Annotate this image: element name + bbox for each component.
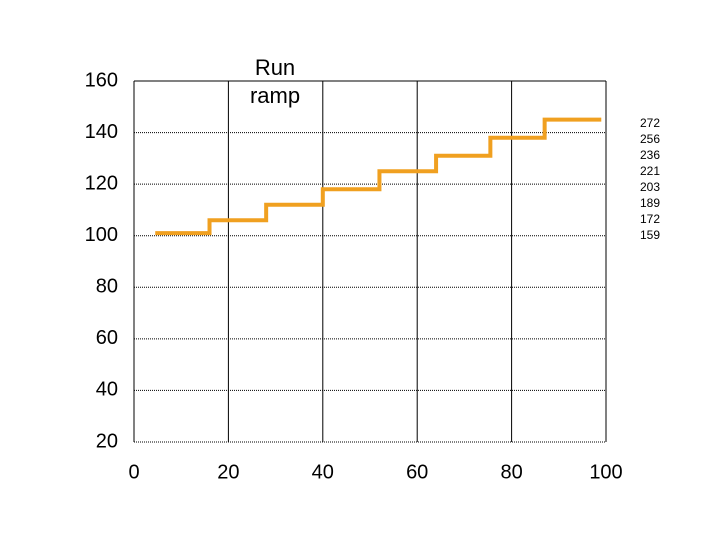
y-tick-label: 20: [96, 430, 118, 452]
annotation: 189: [640, 196, 660, 210]
x-tick-label: 20: [217, 461, 239, 483]
y-tick-label: 140: [85, 121, 118, 143]
x-tick-label: 100: [589, 461, 622, 483]
x-tick-label: 40: [312, 461, 334, 483]
y-tick-label: 80: [96, 276, 118, 298]
annotation: 221: [640, 164, 660, 178]
y-tick-label: 160: [85, 69, 118, 91]
step-line: [155, 117, 602, 236]
annotation: 256: [640, 132, 660, 146]
annotation: 272: [640, 116, 660, 130]
x-tick-label: 80: [500, 461, 522, 483]
x-tick-label: 0: [128, 461, 139, 483]
y-tick-label: 60: [96, 327, 118, 349]
annotation: 159: [640, 228, 660, 242]
chart-title: Run ramp: [249, 55, 301, 108]
y-tick-label: 100: [85, 224, 118, 246]
annotation: 203: [640, 180, 660, 194]
annotation: 172: [640, 212, 660, 226]
y-tick-label: 40: [96, 379, 118, 401]
x-tick-label: 60: [406, 461, 428, 483]
annotation: 236: [640, 148, 660, 162]
y-tick-label: 120: [85, 172, 118, 194]
